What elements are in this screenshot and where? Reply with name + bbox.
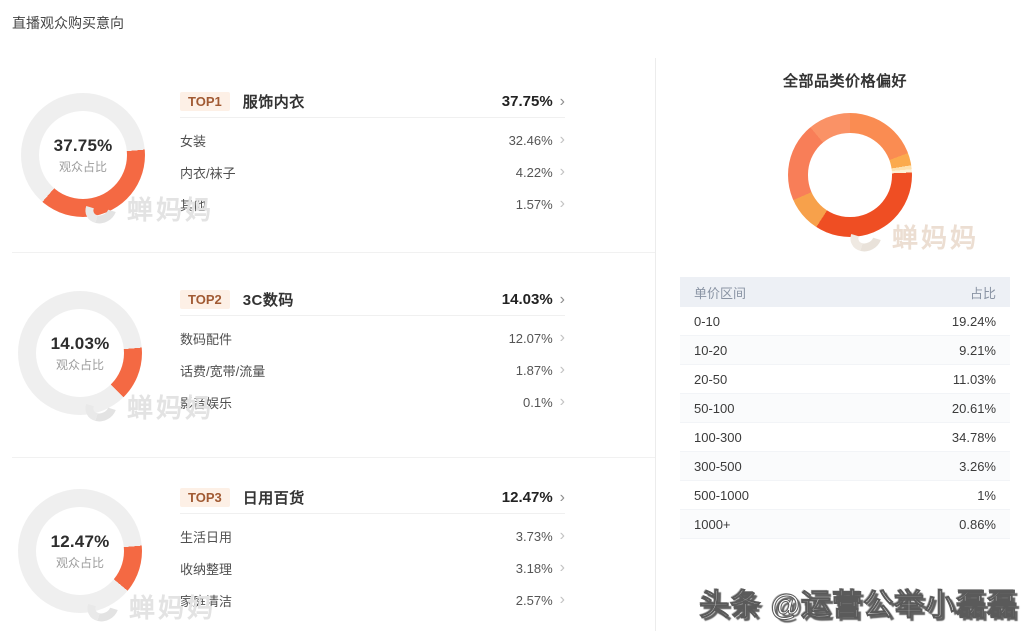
top2-row-huafei[interactable]: 话费/宽带/流量 1.87% › [180, 361, 565, 379]
top3-category-name: 日用百货 [242, 490, 305, 507]
top1-subcategory-list: 女装 32.46% › 内衣/袜子 4.22% › 其他 1.57% › [180, 124, 565, 220]
top1-row-nvzhuang[interactable]: 女装 32.46% › [180, 131, 565, 149]
top2-center-caption: 观众占比 [55, 357, 104, 372]
col-share: 占比 [969, 285, 996, 301]
table-row: 500-1000 1% [680, 481, 1010, 510]
top1-donut-center: 37.75% 观众占比 [38, 110, 128, 200]
toutiao-branding: 头条 @运营公举小磊磊 [699, 589, 1018, 623]
table-row: 1000+ 0.86% [680, 510, 1010, 539]
chevron-right-icon: › [559, 361, 565, 378]
chevron-right-icon: › [559, 131, 565, 148]
top1-row-neiyi[interactable]: 内衣/袜子 4.22% › [180, 163, 565, 181]
top1-percent: 37.75% [501, 93, 553, 110]
price-panel-title: 全部品类价格偏好 [782, 73, 907, 90]
top1-rank-badge: TOP1 [180, 92, 230, 111]
top3-row-jiating[interactable]: 家庭清洁 2.57% › [180, 591, 565, 609]
top3-center-percent: 12.47% [50, 531, 110, 551]
price-donut-chart [788, 113, 912, 237]
top1-center-caption: 观众占比 [58, 159, 107, 174]
top3-header: TOP3 日用百货 12.47% › [180, 482, 565, 514]
top3-row-shouna[interactable]: 收纳整理 3.18% › [180, 559, 565, 577]
chevron-right-icon: › [559, 290, 565, 308]
chevron-right-icon: › [559, 527, 565, 544]
top2-header: TOP2 3C数码 14.03% › [180, 284, 565, 316]
top3-rank-badge: TOP3 [180, 488, 230, 507]
top2-subcategory-list: 数码配件 12.07% › 话费/宽带/流量 1.87% › 影音娱乐 0.1% › [180, 322, 565, 418]
top1-donut-chart: 37.75% 观众占比 [21, 93, 145, 217]
top1-category-name: 服饰内衣 [242, 94, 305, 111]
table-row: 50-100 20.61% [680, 394, 1010, 423]
top2-row-yingyin[interactable]: 影音娱乐 0.1% › [180, 393, 565, 411]
top3-donut-center: 12.47% 观众占比 [35, 506, 125, 596]
chevron-right-icon: › [559, 393, 565, 410]
chevron-right-icon: › [559, 329, 565, 346]
top1-header-link[interactable]: 37.75% › [502, 93, 565, 110]
section-divider [12, 252, 655, 253]
top1-header: TOP1 服饰内衣 37.75% › [180, 86, 565, 118]
top2-row-shumapeijian[interactable]: 数码配件 12.07% › [180, 329, 565, 347]
top3-subcategory-list: 生活日用 3.73% › 收纳整理 3.18% › 家庭清洁 2.57% › [180, 520, 565, 616]
top2-rank-badge: TOP2 [180, 290, 230, 309]
table-row: 300-500 3.26% [680, 452, 1010, 481]
section-divider [12, 457, 655, 458]
top2-header-link[interactable]: 14.03% › [502, 291, 565, 308]
page-title: 直播观众购买意向 [12, 15, 124, 31]
chevron-right-icon: › [559, 591, 565, 608]
top3-percent: 12.47% [501, 489, 553, 506]
top3-center-caption: 观众占比 [55, 555, 104, 570]
chevron-right-icon: › [559, 195, 565, 212]
table-row: 0-10 19.24% [680, 307, 1010, 336]
chevron-right-icon: › [559, 163, 565, 180]
top2-center-percent: 14.03% [50, 333, 110, 353]
top2-category-name: 3C数码 [242, 292, 294, 309]
table-row: 100-300 34.78% [680, 423, 1010, 452]
chevron-right-icon: › [559, 559, 565, 576]
vertical-divider [655, 58, 656, 631]
price-table: 单价区间 占比 0-10 19.24% 10-20 9.21% 20-50 11.03… [680, 277, 1010, 539]
top1-center-percent: 37.75% [53, 135, 113, 155]
top3-header-link[interactable]: 12.47% › [502, 489, 565, 506]
chevron-right-icon: › [559, 92, 565, 110]
chevron-right-icon: › [559, 488, 565, 506]
top2-percent: 14.03% [501, 291, 553, 308]
col-price-range: 单价区间 [694, 285, 747, 301]
top2-donut-center: 14.03% 观众占比 [35, 308, 125, 398]
table-row: 20-50 11.03% [680, 365, 1010, 394]
top2-donut-chart: 14.03% 观众占比 [18, 291, 142, 415]
price-table-header: 单价区间 占比 [680, 277, 1010, 307]
top1-row-qita[interactable]: 其他 1.57% › [180, 195, 565, 213]
table-row: 10-20 9.21% [680, 336, 1010, 365]
top3-donut-chart: 12.47% 观众占比 [18, 489, 142, 613]
price-donut-hole [808, 133, 892, 217]
top3-row-shenghuoriyong[interactable]: 生活日用 3.73% › [180, 527, 565, 545]
